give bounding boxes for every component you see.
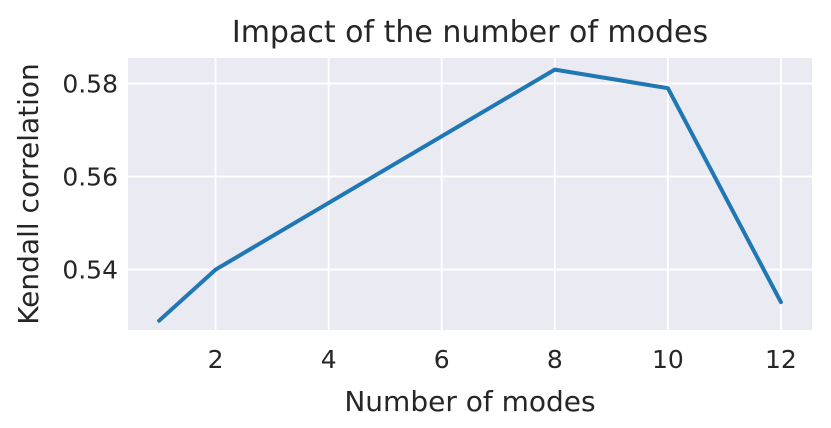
x-tick-label: 12 bbox=[765, 345, 797, 374]
x-tick-label: 8 bbox=[547, 345, 563, 374]
data-line-series bbox=[157, 67, 783, 323]
gridlines bbox=[128, 58, 812, 330]
x-tick-label: 10 bbox=[652, 345, 684, 374]
y-axis-label: Kendall correlation bbox=[12, 63, 45, 325]
x-tick-label: 4 bbox=[321, 345, 337, 374]
y-tick-label: 0.54 bbox=[62, 256, 118, 285]
chart-title: Impact of the number of modes bbox=[232, 15, 708, 50]
y-tick-label: 0.56 bbox=[62, 163, 118, 192]
x-axis-tick-labels: 2 4 6 8 10 12 bbox=[208, 345, 797, 374]
y-axis-tick-labels: 0.54 0.56 0.58 bbox=[62, 70, 118, 285]
y-tick-label: 0.58 bbox=[62, 70, 118, 99]
plot-area bbox=[128, 58, 812, 330]
x-axis-label: Number of modes bbox=[344, 385, 595, 418]
x-tick-label: 6 bbox=[434, 345, 450, 374]
x-tick-label: 2 bbox=[208, 345, 224, 374]
